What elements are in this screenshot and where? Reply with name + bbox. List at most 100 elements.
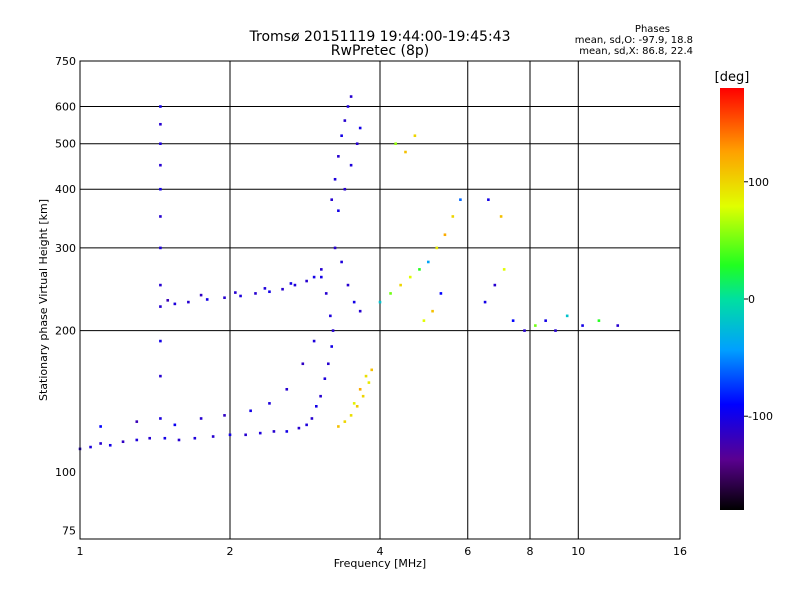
data-point: [597, 319, 601, 322]
data-point: [367, 381, 371, 384]
chart-subtitle: RwPretec (8p): [331, 43, 429, 59]
x-tick-label: 10: [571, 545, 585, 558]
data-point: [173, 423, 177, 427]
data-point: [108, 443, 112, 447]
x-axis-label: Frequency [MHz]: [334, 557, 426, 570]
y-tick-label: 400: [55, 183, 76, 196]
x-tick-label: 6: [464, 545, 471, 558]
data-point: [616, 324, 620, 327]
colorbar-tick-label: -100: [748, 410, 773, 423]
chart-title: Tromsø 20151119 19:44:00-19:45:43: [249, 29, 511, 45]
data-point: [301, 362, 305, 366]
data-point: [511, 319, 515, 322]
data-point: [408, 275, 412, 279]
phases-x-mode: mean, sd,X: 86.8, 22.4: [579, 46, 693, 57]
data-point: [239, 294, 242, 298]
x-tick-label: 8: [527, 545, 534, 558]
data-point: [413, 134, 417, 138]
data-point: [330, 345, 334, 348]
data-point: [258, 431, 262, 435]
data-point: [228, 433, 232, 437]
data-point: [166, 299, 170, 302]
data-point: [340, 260, 343, 264]
data-point: [333, 177, 337, 181]
data-point: [534, 324, 537, 327]
data-point: [554, 329, 557, 332]
colorbar-tick-label: 100: [748, 176, 769, 189]
data-point: [499, 215, 503, 218]
data-point: [135, 420, 139, 423]
data-point: [329, 314, 332, 318]
data-point: [378, 300, 382, 304]
data-point: [159, 283, 162, 287]
data-point: [272, 430, 276, 433]
data-point: [159, 122, 162, 126]
data-point: [297, 426, 301, 430]
data-point: [324, 292, 328, 295]
data-point: [159, 246, 162, 250]
data-point: [493, 283, 497, 287]
data-point: [173, 302, 177, 306]
data-point: [340, 134, 343, 138]
data-point: [327, 362, 330, 366]
data-point: [315, 405, 318, 408]
data-point: [349, 163, 353, 167]
data-point: [361, 394, 365, 398]
data-point: [330, 198, 334, 201]
data-point: [263, 287, 267, 290]
data-point: [234, 291, 237, 294]
data-point: [337, 425, 340, 428]
data-point: [268, 290, 271, 294]
data-point: [159, 417, 162, 420]
data-point: [305, 279, 308, 283]
colorbar-label: [deg]: [715, 70, 750, 85]
data-point: [333, 246, 337, 250]
y-tick-label: 200: [55, 325, 76, 338]
data-point: [349, 95, 353, 98]
data-point: [211, 435, 215, 438]
grid-lines: [80, 61, 680, 539]
data-point: [358, 126, 362, 130]
data-point: [281, 287, 284, 291]
y-tick-label: 75: [62, 525, 76, 538]
data-point: [268, 402, 271, 405]
data-point: [358, 387, 362, 391]
data-point: [285, 430, 289, 433]
data-point: [187, 300, 190, 304]
data-point: [389, 292, 392, 295]
data-point: [343, 119, 347, 122]
y-tick-label: 500: [55, 138, 76, 151]
y-tick-label: 300: [55, 242, 76, 255]
data-point: [439, 292, 443, 295]
data-point: [426, 260, 430, 264]
x-tick-label: 16: [673, 545, 687, 558]
data-point: [370, 368, 374, 372]
data-point: [159, 187, 162, 191]
data-point: [358, 309, 362, 313]
data-point: [159, 374, 162, 378]
data-point: [435, 246, 439, 250]
data-point: [199, 417, 203, 420]
data-point: [565, 314, 569, 318]
phases-o-mode: mean, sd,O: -97.9, 18.8: [575, 35, 693, 46]
data-point: [443, 233, 447, 237]
data-point: [223, 296, 226, 300]
data-point: [159, 305, 162, 308]
data-point: [431, 309, 434, 313]
data-point: [323, 377, 327, 380]
data-point: [89, 445, 92, 449]
data-point: [320, 268, 323, 271]
data-point: [159, 215, 162, 218]
data-point: [331, 329, 335, 332]
data-point: [249, 409, 252, 413]
data-point: [337, 155, 340, 158]
y-tick-label: 600: [55, 101, 76, 114]
data-point: [285, 387, 289, 391]
data-point: [99, 425, 102, 428]
x-tick-label: 1: [77, 545, 84, 558]
data-point: [487, 198, 490, 201]
colorbar-ticks: 100 0 -100: [744, 176, 773, 423]
data-point: [352, 402, 356, 405]
data-point: [343, 187, 347, 191]
